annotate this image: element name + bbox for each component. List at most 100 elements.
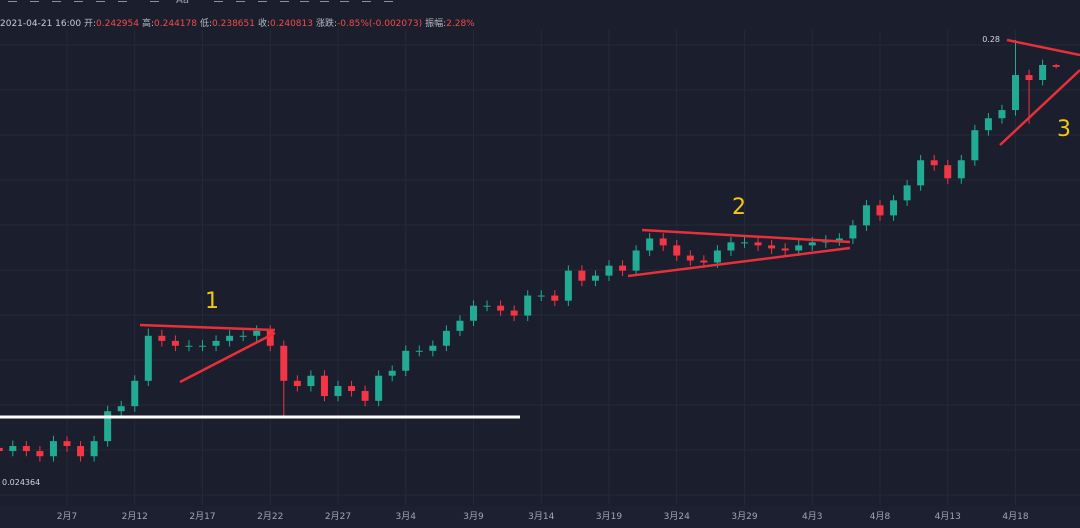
candle-body bbox=[253, 330, 261, 336]
candle-body bbox=[171, 340, 179, 346]
toolbar-icon[interactable] bbox=[280, 0, 289, 2]
candle-body bbox=[646, 238, 654, 251]
candle-body bbox=[226, 335, 234, 341]
field-value: -0.85%(-0.002073) bbox=[337, 19, 423, 29]
candle-body bbox=[117, 406, 125, 412]
toolbar-text[interactable]: Aa bbox=[176, 0, 189, 6]
candle-body bbox=[307, 375, 315, 387]
candle-body bbox=[104, 411, 112, 442]
candle-body bbox=[348, 386, 356, 391]
toolbar-icon[interactable] bbox=[118, 0, 127, 2]
triangle-3-bottom bbox=[999, 69, 1080, 146]
candle-body bbox=[957, 160, 965, 179]
candle-body bbox=[781, 248, 789, 251]
candle-body bbox=[49, 441, 57, 457]
candle-body bbox=[700, 260, 708, 263]
field-value: 0.238651 bbox=[212, 19, 255, 29]
candle-body bbox=[470, 305, 477, 321]
candle-body bbox=[524, 295, 532, 316]
candle-body bbox=[713, 250, 721, 263]
candle-body bbox=[131, 380, 139, 407]
candle-body bbox=[63, 441, 71, 447]
field-value: 0.244178 bbox=[154, 19, 197, 29]
candle-body bbox=[605, 265, 613, 276]
x-tick-label: 2月27 bbox=[325, 511, 351, 522]
candle-body bbox=[510, 310, 518, 316]
candle-body bbox=[917, 160, 925, 186]
candle-body bbox=[320, 375, 328, 397]
toolbar-icon[interactable] bbox=[236, 0, 245, 2]
candle-body bbox=[551, 295, 559, 301]
candle-body bbox=[280, 345, 288, 381]
toolbar-icon[interactable] bbox=[362, 0, 371, 2]
field-value: 0.240813 bbox=[270, 19, 313, 29]
toolbar-icon[interactable] bbox=[150, 0, 159, 2]
field-value: 0.242954 bbox=[96, 19, 139, 29]
candle-body bbox=[754, 242, 762, 246]
candle-body bbox=[22, 446, 30, 452]
x-tick-label: 2月17 bbox=[189, 511, 215, 522]
x-tick-label: 2月22 bbox=[257, 511, 283, 522]
toolbar-icon[interactable] bbox=[214, 0, 223, 2]
field-value: 2.28% bbox=[446, 19, 475, 29]
candle-body bbox=[673, 245, 681, 256]
candle-body bbox=[90, 441, 98, 457]
field-label: 收: bbox=[257, 19, 271, 29]
field-label: 涨跌: bbox=[315, 19, 338, 29]
pattern-lines bbox=[139, 38, 1080, 384]
field-label: 开: bbox=[83, 19, 97, 29]
x-tick-label: 2月7 bbox=[57, 511, 77, 522]
candle-body bbox=[375, 375, 383, 401]
toolbar-icon[interactable] bbox=[340, 0, 349, 2]
max-label: 0.28 bbox=[982, 35, 1000, 44]
x-tick-label: 3月9 bbox=[463, 511, 484, 522]
candle-body bbox=[77, 446, 85, 457]
candle-body bbox=[659, 238, 667, 246]
candle-body bbox=[266, 330, 274, 346]
toolbar-icon[interactable] bbox=[96, 0, 105, 2]
x-tick-label: 3月29 bbox=[731, 511, 757, 522]
toolbar-icon[interactable] bbox=[300, 0, 309, 2]
ohlc-header: 2021-04-21 16:00 开:0.242954 高:0.244178 低:0… bbox=[0, 16, 478, 29]
x-tick-label: 3月4 bbox=[396, 511, 417, 522]
candle-body bbox=[537, 295, 545, 297]
candle-body bbox=[795, 245, 803, 251]
candle-body bbox=[361, 390, 369, 401]
toolbar-icon[interactable] bbox=[8, 0, 17, 2]
toolbar-icon[interactable] bbox=[258, 0, 267, 2]
candle-body bbox=[984, 118, 992, 131]
triangle-2-top bbox=[641, 228, 851, 244]
x-tick-label: 3月24 bbox=[664, 511, 690, 522]
x-tick-label: 4月3 bbox=[802, 511, 822, 522]
field-label: 低: bbox=[199, 19, 213, 29]
toolbar-icon[interactable] bbox=[384, 0, 393, 2]
candle-body bbox=[591, 275, 599, 281]
candle-body bbox=[429, 345, 437, 351]
candle-body bbox=[903, 185, 911, 201]
x-axis-band bbox=[0, 506, 1080, 528]
annotation: 3 bbox=[1057, 117, 1071, 142]
x-tick-label: 4月8 bbox=[870, 511, 891, 522]
toolbar-icon[interactable] bbox=[30, 0, 39, 2]
candle-body bbox=[0, 447, 3, 452]
candle-body bbox=[862, 205, 870, 226]
candle-body bbox=[686, 255, 694, 261]
candle-body bbox=[293, 380, 301, 387]
min-label: 0.024364 bbox=[2, 478, 40, 487]
candle-body bbox=[876, 205, 884, 216]
candle-body bbox=[442, 330, 450, 346]
candle-body bbox=[727, 242, 735, 251]
candle-body bbox=[1039, 65, 1047, 81]
x-tick-label: 2月12 bbox=[122, 511, 148, 522]
candle-body bbox=[402, 350, 410, 371]
candle-body bbox=[768, 245, 776, 249]
toolbar-icon[interactable] bbox=[320, 0, 329, 2]
candle-body bbox=[144, 335, 152, 381]
toolbar-icon[interactable] bbox=[74, 0, 83, 2]
candle-body bbox=[9, 446, 17, 452]
toolbar-icon[interactable] bbox=[52, 0, 61, 2]
triangle-1-top bbox=[139, 323, 276, 332]
candle-body bbox=[334, 386, 342, 397]
candle-body bbox=[835, 238, 843, 241]
candle-body bbox=[212, 340, 220, 346]
